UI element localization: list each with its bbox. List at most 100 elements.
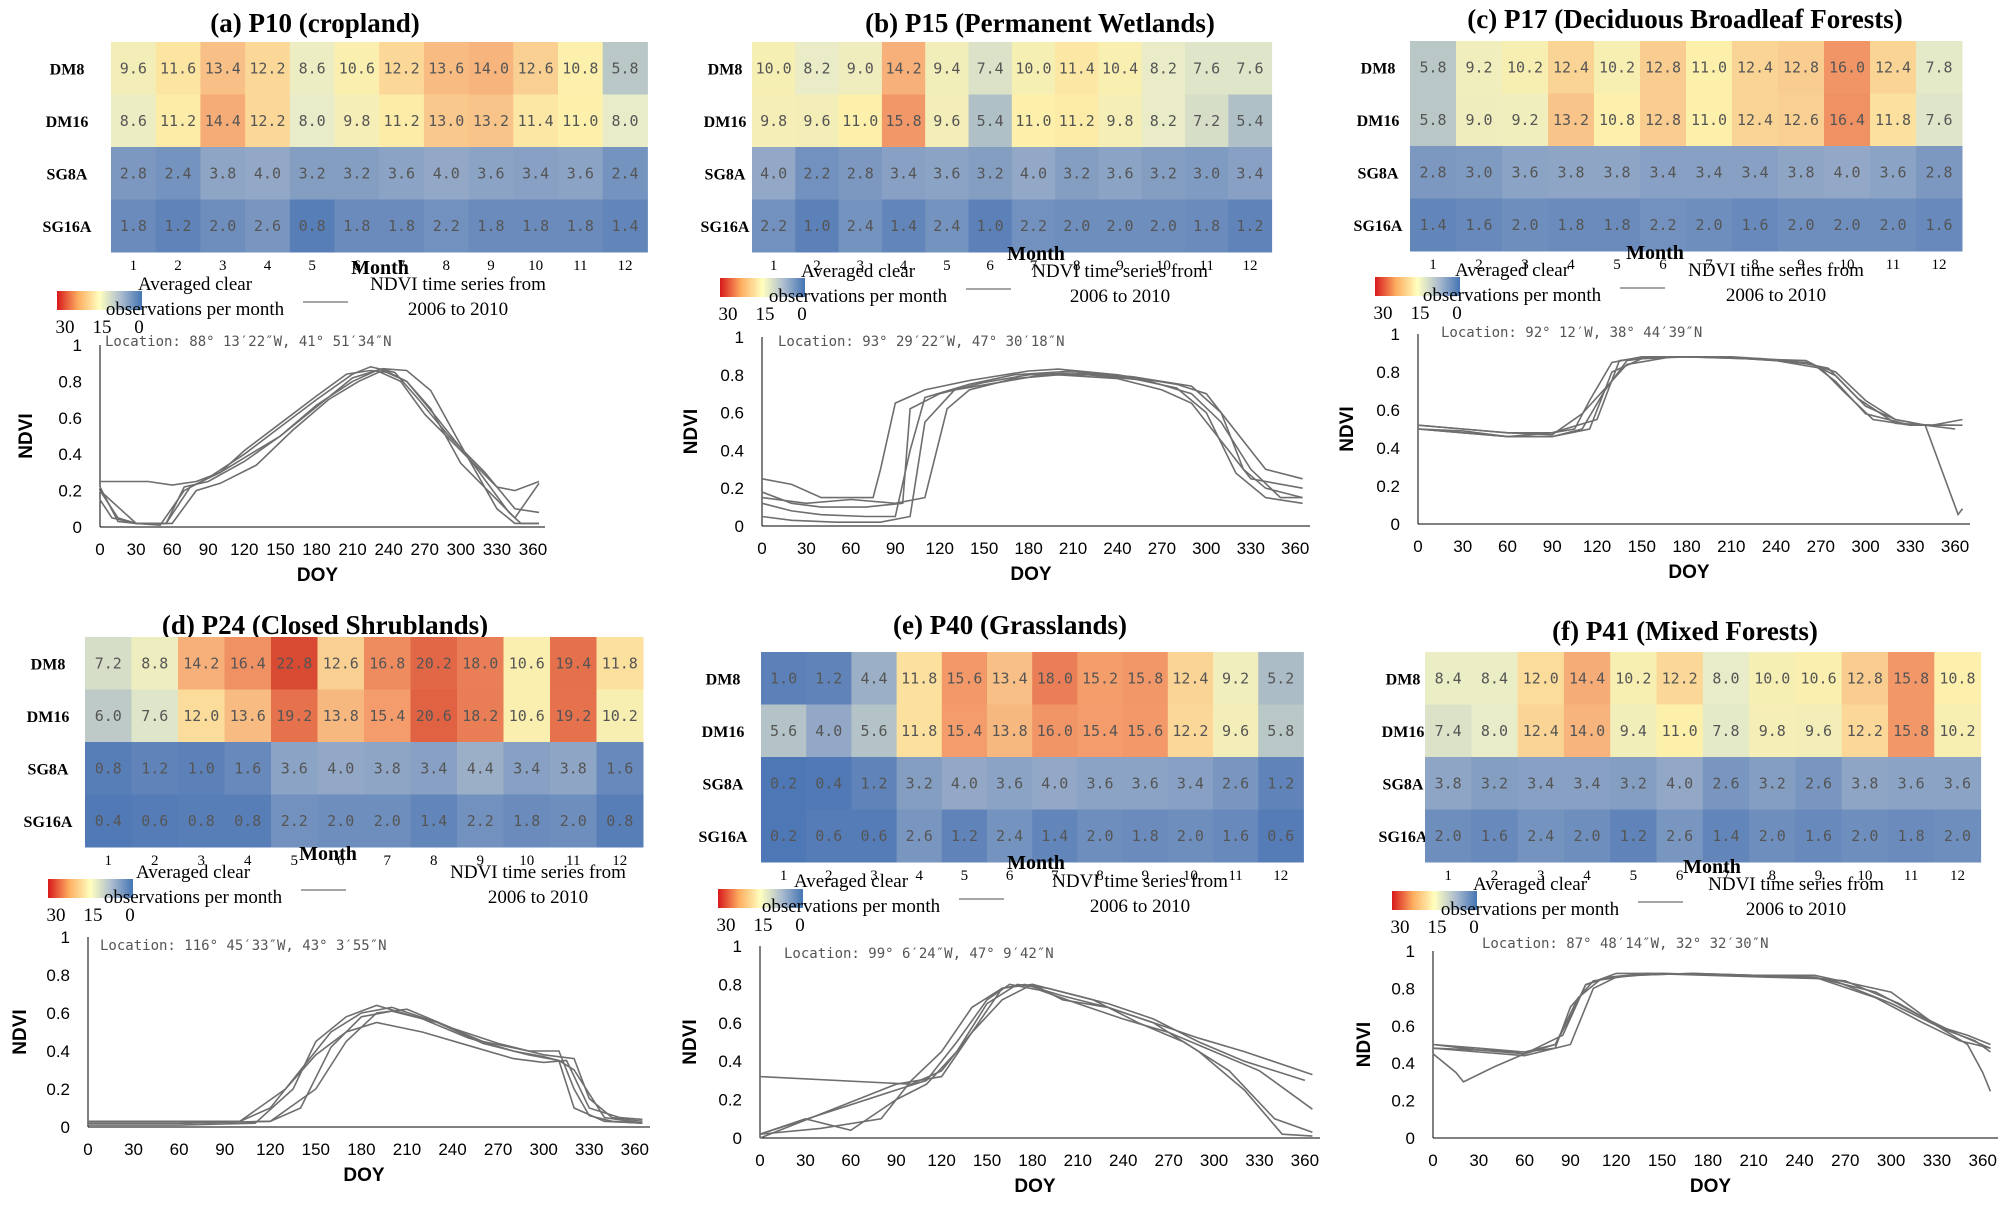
heatmap-cell-value: 15.4 xyxy=(1082,722,1118,740)
heatmap-cell xyxy=(1456,198,1503,252)
month-tick-label: 5 xyxy=(961,868,969,884)
heatmap-cell xyxy=(1841,704,1889,758)
heatmap-cell-value: 0.8 xyxy=(299,217,326,235)
ndvi-tick-label: 0.2 xyxy=(58,482,82,501)
panel-title: (f) P41 (Mixed Forests) xyxy=(1552,616,1818,646)
heatmap-cell-value: 2.0 xyxy=(374,812,401,830)
heatmap-cell xyxy=(155,199,201,253)
doy-tick-label: 150 xyxy=(970,539,998,558)
heatmap-cell xyxy=(838,147,883,200)
heatmap-cell-value: 14.0 xyxy=(1569,722,1605,740)
heatmap-cell xyxy=(896,652,943,705)
doy-tick-label: 150 xyxy=(266,540,294,559)
month-tick-label: 2 xyxy=(813,258,821,274)
month-tick-label: 9 xyxy=(1141,868,1149,884)
heatmap-cell xyxy=(838,42,883,95)
heatmap-cell xyxy=(1098,42,1143,95)
heatmap-cell-value: 0.6 xyxy=(860,827,887,845)
doy-tick-label: 240 xyxy=(1762,537,1790,556)
heatmap-cell-value: 12.8 xyxy=(1847,669,1883,687)
heatmap-row-label: DM16 xyxy=(46,114,89,131)
heatmap-cell-value: 7.2 xyxy=(1193,112,1220,130)
heatmap-cell xyxy=(468,199,514,253)
doy-tick-label: 120 xyxy=(230,540,258,559)
heatmap-cell xyxy=(111,94,157,148)
heatmap-cell xyxy=(1502,41,1549,94)
heatmap-row-label: SG8A xyxy=(47,166,88,183)
doy-tick-label: 360 xyxy=(1291,1151,1319,1170)
heatmap-cell-value: 12.0 xyxy=(183,707,219,725)
doy-tick-label: 270 xyxy=(1148,539,1176,558)
month-tick-label: 8 xyxy=(430,853,438,869)
heatmap-cell xyxy=(1258,757,1304,810)
doy-tick-label: 180 xyxy=(1672,537,1700,556)
ndvi-tick-label: 0.2 xyxy=(46,1080,70,1099)
heatmap-cell-value: 1.6 xyxy=(1465,216,1492,234)
heatmap-cell xyxy=(558,199,604,253)
heatmap-cell xyxy=(131,794,179,848)
heatmap-cell xyxy=(795,42,840,95)
doy-tick-label: 150 xyxy=(1628,537,1656,556)
heatmap-cell xyxy=(851,704,898,758)
heatmap-cell-value: 3.4 xyxy=(420,759,447,777)
heatmap-cell xyxy=(987,704,1033,758)
month-tick-label: 8 xyxy=(1073,258,1081,274)
heatmap-cell-value: 3.4 xyxy=(1695,163,1722,181)
heatmap-cell-value: 1.2 xyxy=(815,669,842,687)
heatmap-cell-value: 3.8 xyxy=(1557,163,1584,181)
heatmap-cell-value: 9.8 xyxy=(343,112,370,130)
heatmap-cell-value: 6.0 xyxy=(95,707,122,725)
heatmap-cell-value: 1.2 xyxy=(1236,217,1263,235)
heatmap: DM8 9.6 11.6 13.4 12.2 8.6 10.6 12.2 13.6 14.0 12.… xyxy=(43,42,648,279)
heatmap-cell-value: 1.8 xyxy=(513,812,540,830)
heatmap-cell xyxy=(178,794,225,848)
month-tick-label: 11 xyxy=(566,853,580,869)
heatmap-cell xyxy=(925,147,969,200)
heatmap-cell-value: 2.0 xyxy=(1150,217,1177,235)
heatmap-cell-value: 1.4 xyxy=(1712,827,1739,845)
ndvi-tick-label: 0.2 xyxy=(1376,477,1400,496)
heatmap-cell xyxy=(1228,42,1273,95)
heatmap-cell-value: 12.6 xyxy=(1783,111,1819,129)
colorbar-tick-label: 0 xyxy=(1452,303,1462,324)
colorbar xyxy=(1375,277,1460,296)
month-tick-label: 3 xyxy=(198,853,206,869)
doy-axis-label: DOY xyxy=(1014,1176,1056,1197)
heatmap-row-label: DM16 xyxy=(1382,724,1425,741)
heatmap-cell xyxy=(602,147,648,200)
heatmap-cell-value: 16.4 xyxy=(230,654,266,672)
heatmap-cell-value: 3.0 xyxy=(1465,163,1492,181)
heatmap-cell xyxy=(503,742,551,795)
heatmap-cell-value: 3.6 xyxy=(567,164,594,182)
heatmap-cell-value: 3.2 xyxy=(343,164,370,182)
heatmap-cell xyxy=(1749,652,1796,705)
heatmap-cell xyxy=(1640,198,1687,252)
heatmap-legend-caption: Averaged clear xyxy=(1473,874,1588,895)
heatmap-cell-value: 0.6 xyxy=(1267,827,1294,845)
heatmap-cell xyxy=(423,42,470,95)
month-tick-label: 6 xyxy=(337,853,345,869)
heatmap-cell xyxy=(1410,41,1457,94)
heatmap-cell xyxy=(761,809,807,863)
doy-axis-label: DOY xyxy=(1690,1176,1732,1197)
ndvi-tick-label: 1 xyxy=(61,928,70,947)
heatmap-cell-value: 11.0 xyxy=(842,112,878,130)
heatmap-row-label: DM8 xyxy=(708,61,743,78)
heatmap-cell xyxy=(1686,146,1733,199)
heatmap-cell xyxy=(558,147,604,200)
heatmap-cell-value: 11.0 xyxy=(1662,722,1698,740)
location-label: Location: 88° 13′22″W, 41° 51′34″N xyxy=(105,334,392,350)
heatmap: DM8 8.4 8.4 12.0 14.4 10.2 12.2 8.0 10.0 10.6 12.8… xyxy=(1379,652,1982,884)
heatmap-cell-value: 2.4 xyxy=(612,164,639,182)
heatmap-cell xyxy=(1594,198,1641,252)
heatmap-cell xyxy=(1098,94,1143,148)
heatmap-cell-value: 1.8 xyxy=(477,217,504,235)
heatmap-cell xyxy=(410,742,458,795)
doy-tick-label: 360 xyxy=(519,540,547,559)
heatmap-cell-value: 12.2 xyxy=(249,112,285,130)
heatmap-cell-value: 5.6 xyxy=(860,722,887,740)
heatmap-cell-value: 10.2 xyxy=(1599,58,1635,76)
heatmap-cell xyxy=(245,147,291,200)
heatmap-cell-value: 13.6 xyxy=(230,707,266,725)
heatmap-cell xyxy=(596,794,644,848)
